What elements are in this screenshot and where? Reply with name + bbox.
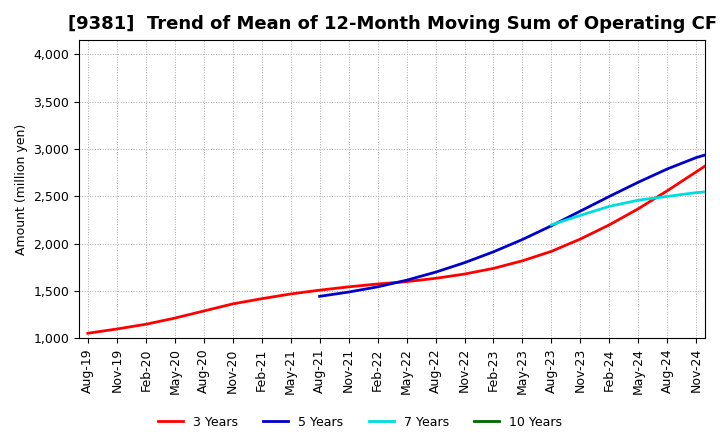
3 Years: [431, 276, 440, 281]
3 Years: [373, 281, 382, 286]
3 Years: [634, 206, 643, 211]
3 Years: [199, 308, 208, 314]
3 Years: [315, 287, 324, 293]
3 Years: [228, 301, 237, 307]
3 Years: [287, 291, 295, 297]
5 Years: [692, 155, 701, 160]
3 Years: [257, 296, 266, 301]
Line: 5 Years: 5 Years: [320, 126, 720, 296]
3 Years: [171, 315, 179, 321]
3 Years: [518, 258, 527, 264]
5 Years: [605, 194, 613, 199]
5 Years: [373, 284, 382, 290]
3 Years: [84, 330, 92, 336]
5 Years: [576, 209, 585, 214]
Y-axis label: Amount (million yen): Amount (million yen): [15, 124, 28, 255]
3 Years: [692, 169, 701, 174]
3 Years: [460, 271, 469, 277]
7 Years: [663, 194, 672, 199]
5 Years: [663, 166, 672, 172]
5 Years: [634, 180, 643, 185]
Line: 3 Years: 3 Years: [88, 49, 720, 333]
3 Years: [112, 326, 121, 332]
3 Years: [489, 266, 498, 271]
3 Years: [605, 222, 613, 227]
3 Years: [663, 188, 672, 193]
5 Years: [402, 278, 411, 283]
5 Years: [315, 293, 324, 299]
Title: [9381]  Trend of Mean of 12-Month Moving Sum of Operating CF: [9381] Trend of Mean of 12-Month Moving …: [68, 15, 716, 33]
5 Years: [460, 260, 469, 265]
3 Years: [576, 236, 585, 242]
7 Years: [634, 198, 643, 203]
7 Years: [692, 190, 701, 195]
5 Years: [489, 249, 498, 254]
3 Years: [402, 279, 411, 284]
5 Years: [344, 290, 353, 295]
7 Years: [547, 222, 556, 227]
3 Years: [344, 284, 353, 290]
5 Years: [431, 270, 440, 275]
3 Years: [547, 249, 556, 254]
Legend: 3 Years, 5 Years, 7 Years, 10 Years: 3 Years, 5 Years, 7 Years, 10 Years: [153, 411, 567, 434]
Line: 7 Years: 7 Years: [552, 186, 720, 225]
5 Years: [547, 223, 556, 228]
5 Years: [518, 237, 527, 242]
7 Years: [605, 204, 613, 209]
3 Years: [141, 322, 150, 327]
7 Years: [576, 213, 585, 218]
